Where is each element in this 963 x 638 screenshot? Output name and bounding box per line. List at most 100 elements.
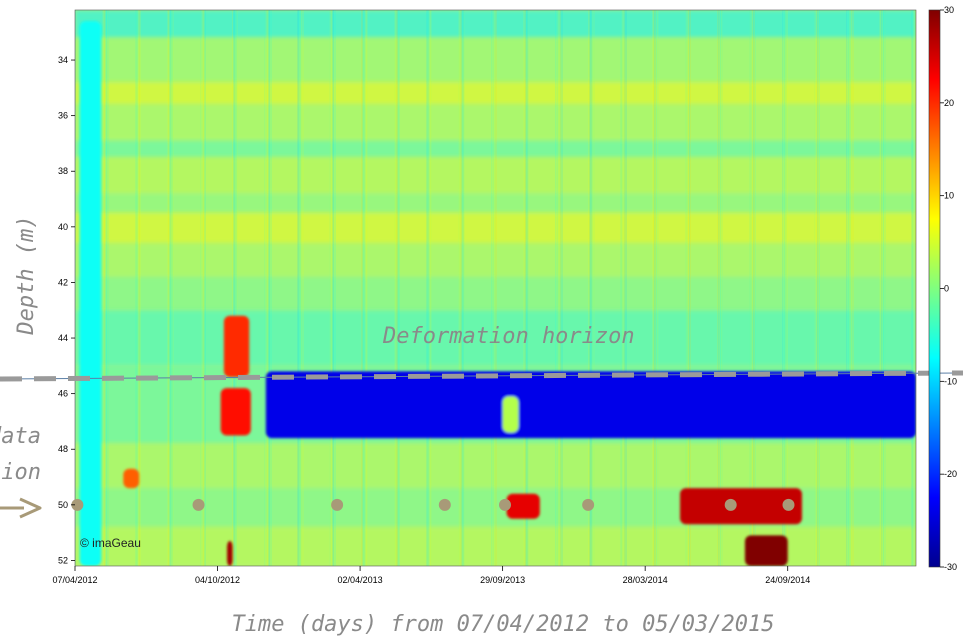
time-stripe xyxy=(883,10,886,566)
time-stripe xyxy=(396,10,398,566)
time-stripe xyxy=(458,10,461,566)
anomaly-features xyxy=(79,21,916,566)
time-stripe xyxy=(103,10,106,566)
time-stripe xyxy=(394,10,397,566)
time-stripe xyxy=(138,10,141,566)
sensor-marker xyxy=(582,498,595,511)
time-stripe xyxy=(784,10,787,566)
time-stripe xyxy=(267,10,268,566)
time-stripe xyxy=(264,10,265,566)
heatmap-feature xyxy=(744,535,788,566)
heatmap-feature xyxy=(220,388,251,436)
sensor-markers xyxy=(71,498,795,511)
time-stripe xyxy=(591,10,593,566)
watermark: © imaGeau xyxy=(80,536,141,550)
depth-band xyxy=(75,193,916,213)
y-tick-label: 34 xyxy=(58,55,68,65)
time-stripe xyxy=(233,10,235,566)
sensor-marker xyxy=(499,498,512,511)
colorbar-tick-label: 30 xyxy=(944,5,954,15)
time-stripe xyxy=(881,10,882,566)
time-stripe xyxy=(398,10,399,566)
time-stripe xyxy=(492,10,494,566)
time-stripe xyxy=(846,10,847,566)
time-stripe xyxy=(137,10,139,566)
time-stripe xyxy=(786,10,788,566)
time-stripe xyxy=(428,10,430,566)
time-stripe xyxy=(268,10,270,566)
time-stripe xyxy=(330,10,333,566)
heatmap-feature xyxy=(79,21,102,566)
left-label-line-1: data xyxy=(0,424,41,449)
time-stripe xyxy=(847,10,849,566)
colorbar-tick-label: -30 xyxy=(944,562,957,572)
time-stripe xyxy=(460,10,462,566)
left-label-line-2: tion xyxy=(0,460,41,485)
time-stripe xyxy=(102,10,104,566)
time-stripe xyxy=(139,10,140,566)
x-axis-title: Time (days) from 07/04/2012 to 05/03/201… xyxy=(231,612,774,637)
y-tick-label: 36 xyxy=(58,111,68,121)
depth-band xyxy=(75,243,916,277)
time-stripe xyxy=(333,10,336,566)
time-stripe xyxy=(461,10,464,566)
time-stripe xyxy=(558,10,559,566)
time-stripe xyxy=(459,10,460,566)
time-stripe xyxy=(720,10,723,566)
time-stripe xyxy=(589,10,592,566)
depth-band xyxy=(75,10,916,38)
time-stripe xyxy=(169,10,171,566)
time-stripe xyxy=(624,10,627,566)
heatmap-feature xyxy=(265,371,916,439)
sensor-marker xyxy=(331,498,344,511)
time-stripe xyxy=(301,10,304,566)
time-stripe xyxy=(429,10,432,566)
time-stripe xyxy=(204,10,206,566)
colorbar-tick-label: 10 xyxy=(944,191,954,201)
time-stripe xyxy=(104,10,105,566)
time-stripe xyxy=(753,10,754,566)
colorbar-tick-label: -20 xyxy=(944,469,957,479)
colorbar xyxy=(928,9,941,568)
time-stripe xyxy=(361,10,363,566)
time-stripe xyxy=(331,10,332,566)
depth-band xyxy=(75,443,916,489)
time-stripe xyxy=(685,10,688,566)
time-stripe xyxy=(265,10,267,566)
heatmap-feature xyxy=(223,315,250,377)
time-stripe xyxy=(915,10,916,566)
time-stripe xyxy=(200,10,201,566)
depth-band xyxy=(75,37,916,83)
y-tick-label: 40 xyxy=(58,222,68,232)
time-stripe xyxy=(656,10,659,566)
y-tick-label: 38 xyxy=(58,166,68,176)
sensor-arrow xyxy=(0,497,42,519)
time-stripe xyxy=(785,10,786,566)
time-stripe xyxy=(427,10,428,566)
time-stripes xyxy=(75,10,916,566)
colorbar-axis: 30 20 10 0 -10 -20 -30 xyxy=(940,5,957,572)
time-stripe xyxy=(75,10,76,566)
time-stripe xyxy=(687,10,689,566)
time-stripe xyxy=(526,10,527,566)
time-stripe xyxy=(495,10,497,566)
x-tick-label: 29/09/2013 xyxy=(480,575,525,585)
time-stripe xyxy=(136,10,137,566)
time-stripe xyxy=(752,10,755,566)
depth-bands xyxy=(75,10,916,566)
x-tick-label: 28/03/2014 xyxy=(623,575,668,585)
x-axis: 07/04/2012 04/10/2012 02/04/2013 29/09/2013… xyxy=(52,566,810,585)
y-tick-label: 48 xyxy=(58,444,68,454)
time-stripe xyxy=(232,10,233,566)
colorbar-tick-label: -10 xyxy=(944,376,957,386)
time-stripe xyxy=(201,10,203,566)
time-stripe xyxy=(236,10,238,566)
x-tick-label: 04/10/2012 xyxy=(195,575,240,585)
time-stripe xyxy=(203,10,204,566)
time-stripe xyxy=(848,10,851,566)
time-stripe xyxy=(849,10,850,566)
time-stripe xyxy=(623,10,625,566)
deformation-horizon-label: Deformation horizon xyxy=(382,324,635,349)
time-stripe xyxy=(105,10,107,566)
